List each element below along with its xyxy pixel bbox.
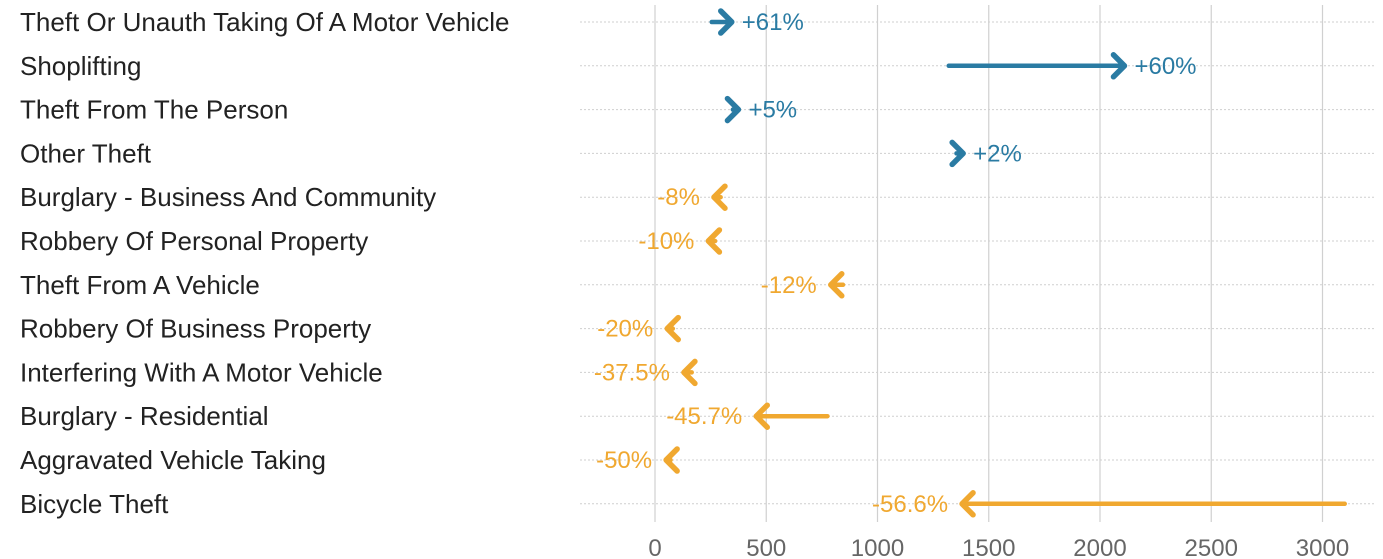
x-tick-label: 0 bbox=[648, 535, 661, 559]
arrow-5 bbox=[711, 183, 728, 211]
category-label: Theft Or Unauth Taking Of A Motor Vehicl… bbox=[20, 7, 509, 37]
arrows bbox=[663, 8, 1347, 518]
arrow-head bbox=[1110, 52, 1128, 80]
horizontal-gridlines bbox=[580, 21, 1375, 505]
arrow-head bbox=[664, 314, 681, 343]
x-axis-ticks: 0 500 1000 1500 2000 2500 3000 bbox=[648, 535, 1349, 559]
arrow-head bbox=[681, 358, 698, 387]
x-tick-label: 1500 bbox=[962, 535, 1015, 559]
arrow-7 bbox=[828, 271, 846, 299]
category-label: Burglary - Business And Community bbox=[20, 182, 436, 212]
arrow-10 bbox=[753, 402, 830, 430]
x-tick-label: 1000 bbox=[851, 535, 904, 559]
percent-label: -10% bbox=[638, 228, 694, 255]
category-label: Theft From A Vehicle bbox=[20, 270, 260, 300]
arrow-head bbox=[718, 8, 735, 36]
arrow-1 bbox=[709, 8, 735, 36]
arrow-head bbox=[663, 446, 680, 474]
category-label: Theft From The Person bbox=[20, 95, 288, 125]
arrow-9 bbox=[681, 358, 698, 387]
category-labels: Theft Or Unauth Taking Of A Motor Vehicl… bbox=[20, 7, 509, 519]
arrow-6 bbox=[705, 227, 723, 255]
x-tick-label: 2000 bbox=[1073, 535, 1126, 559]
percent-label: -37.5% bbox=[594, 359, 670, 386]
category-label: Robbery Of Business Property bbox=[20, 314, 371, 344]
category-label: Interfering With A Motor Vehicle bbox=[20, 357, 383, 387]
percent-label: +60% bbox=[1134, 53, 1196, 80]
percent-label: -56.6% bbox=[872, 491, 948, 518]
category-label: Robbery Of Personal Property bbox=[20, 226, 368, 256]
percent-label: -45.7% bbox=[666, 403, 742, 430]
percent-label: -8% bbox=[657, 184, 700, 211]
percent-label: -20% bbox=[597, 316, 653, 343]
category-label: Aggravated Vehicle Taking bbox=[20, 445, 326, 475]
percent-label: -12% bbox=[761, 272, 817, 299]
arrow-2 bbox=[946, 52, 1128, 80]
arrow-head bbox=[959, 490, 976, 518]
percent-label: +61% bbox=[742, 9, 804, 36]
arrow-3 bbox=[724, 95, 742, 124]
arrow-head bbox=[753, 402, 770, 430]
category-label: Burglary - Residential bbox=[20, 401, 269, 431]
percent-label: +2% bbox=[973, 140, 1022, 167]
percent-label: +5% bbox=[748, 97, 797, 124]
arrow-4 bbox=[949, 139, 966, 168]
arrow-head bbox=[705, 227, 723, 255]
arrow-head bbox=[949, 139, 966, 168]
percent-labels: +61% +60% +5% +2% -8% -10% -12% -20% -37.5% -45.7… bbox=[594, 9, 1197, 518]
x-tick-label: 3000 bbox=[1296, 535, 1349, 559]
x-tick-label: 2500 bbox=[1185, 535, 1238, 559]
category-label: Shoplifting bbox=[20, 51, 141, 81]
vertical-gridlines bbox=[654, 5, 1324, 522]
category-label: Other Theft bbox=[20, 138, 152, 168]
category-label: Bicycle Theft bbox=[20, 489, 169, 519]
percent-label: -50% bbox=[596, 447, 652, 474]
arrow-head bbox=[724, 95, 742, 124]
arrow-12 bbox=[959, 490, 1347, 518]
arrow-head bbox=[711, 183, 728, 211]
arrow-head bbox=[828, 271, 845, 299]
arrow-11 bbox=[663, 446, 680, 474]
x-tick-label: 500 bbox=[746, 535, 786, 559]
arrow-8 bbox=[664, 314, 681, 343]
